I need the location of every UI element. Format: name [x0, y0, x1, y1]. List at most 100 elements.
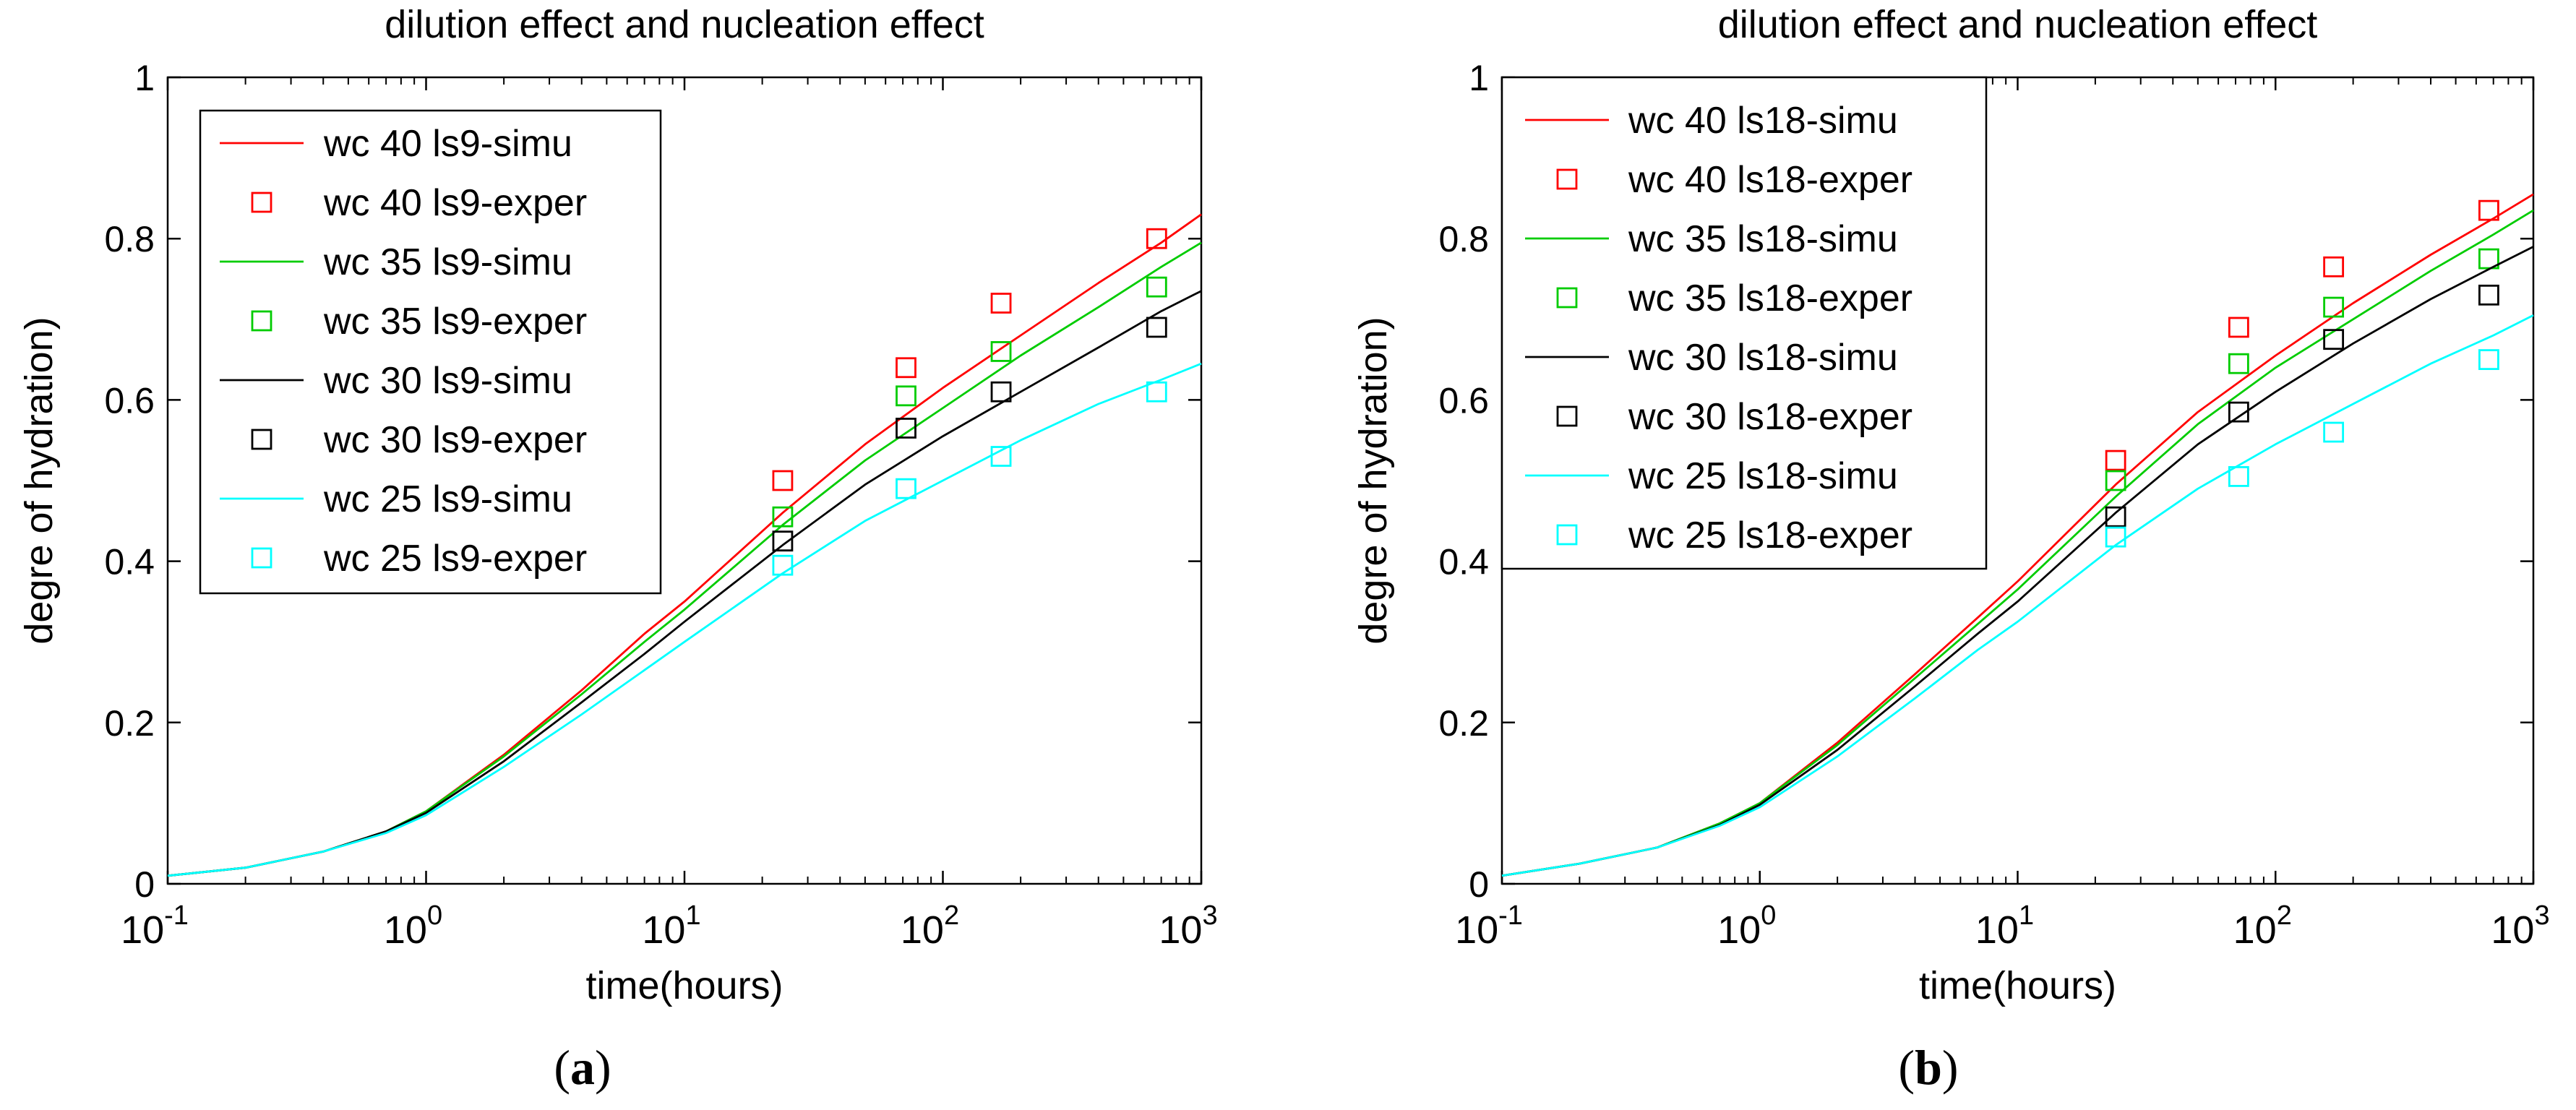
x-tick-label-base: 10 [2491, 908, 2534, 952]
x-tick-label-base: 10 [1159, 908, 1202, 952]
data-point-wc-40-ls18-exper [2323, 256, 2345, 278]
data-point-wc-40-ls18-exper [2478, 199, 2499, 221]
data-point-wc-35-ls18-exper [2323, 296, 2345, 318]
data-point-wc-30-ls18-exper [2478, 284, 2499, 306]
data-point-wc-35-ls9-exper [990, 341, 1012, 362]
x-tick-label: 102 [2233, 900, 2292, 952]
x-tick-label-exponent: -1 [1498, 900, 1523, 931]
x-tick-label: 10-1 [1455, 900, 1523, 952]
y-axis-label: degre of hydration) [1352, 317, 1395, 644]
data-point-wc-30-ls18-exper [2228, 401, 2249, 423]
legend-label: wc 40 ls18-simu [1628, 100, 1898, 142]
chart-title: dilution effect and nucleation effect [385, 3, 984, 46]
panel-label-paren: ( [1898, 1040, 1915, 1095]
legend-label: wc 30 ls9-simu [323, 360, 572, 402]
data-point-wc-35-ls18-exper [2228, 353, 2249, 374]
y-tick-label: 1 [134, 58, 155, 98]
legend-label: wc 25 ls9-exper [323, 538, 587, 580]
data-point-wc-30-ls9-exper [896, 418, 916, 439]
y-tick-label: 0.4 [1438, 542, 1489, 582]
x-tick-label-exponent: 2 [2277, 900, 2292, 931]
data-point-wc-35-ls9-exper [772, 506, 794, 528]
legend-label: wc 35 ls9-simu [323, 241, 572, 283]
y-tick-label: 0 [1469, 864, 1489, 905]
data-point-wc-30-ls18-exper [2323, 329, 2345, 350]
data-point-wc-30-ls9-exper [772, 530, 794, 552]
legend-label: wc 25 ls9-simu [323, 478, 572, 520]
x-tick-label: 101 [642, 900, 700, 952]
x-axis-label: time(hours) [1919, 964, 2116, 1007]
x-tick-label: 102 [901, 900, 959, 952]
y-tick-label: 0.8 [104, 219, 155, 259]
legend-box [199, 109, 662, 595]
panel-label-paren: ( [554, 1040, 570, 1095]
legend-label: wc 35 ls18-exper [1628, 278, 1912, 319]
legend-label: wc 35 ls9-exper [323, 301, 587, 343]
x-tick-label-exponent: 0 [1761, 900, 1776, 931]
x-tick-label: 100 [1717, 900, 1776, 952]
legend: wc 40 ls18-simu wc 40 ls18-exper wc 35 ls1… [1500, 76, 1988, 570]
legend-label: wc 40 ls9-exper [323, 182, 587, 224]
x-tick-label-exponent: 2 [944, 900, 959, 931]
data-point-wc-30-ls9-exper [1146, 317, 1167, 338]
data-point-wc-30-ls9-exper [990, 381, 1012, 403]
legend-box [1500, 76, 1988, 570]
data-point-wc-40-ls9-exper [1146, 228, 1167, 249]
x-tick-label-exponent: 1 [685, 900, 700, 931]
data-point-wc-25-ls18-exper [2323, 421, 2345, 443]
x-tick-label: 10-1 [121, 900, 189, 952]
panel-label: (a) [554, 1040, 611, 1095]
y-tick-label: 0 [134, 864, 155, 905]
x-tick-label-base: 10 [1455, 908, 1498, 952]
legend-label: wc 40 ls9-simu [323, 123, 572, 165]
legend-label: wc 30 ls18-simu [1628, 337, 1898, 379]
data-point-wc-40-ls18-exper [2228, 317, 2249, 338]
y-tick-label: 0.2 [104, 703, 155, 744]
legend: wc 40 ls9-simu wc 40 ls9-exper wc 35 ls9-s… [199, 109, 662, 595]
y-axis-label: degre of hydration) [17, 317, 61, 644]
y-tick-label: 0.8 [1438, 219, 1489, 259]
legend-label: wc 25 ls18-exper [1628, 515, 1912, 556]
legend-swatch-marker [1556, 405, 1578, 427]
y-tick-label: 1 [1469, 58, 1489, 98]
legend-label: wc 40 ls18-exper [1628, 159, 1912, 201]
chart-title: dilution effect and nucleation effect [1718, 3, 2318, 46]
legend-swatch-marker [251, 429, 272, 450]
data-point-wc-35-ls9-exper [896, 385, 916, 407]
data-point-wc-25-ls9-exper [990, 446, 1012, 467]
data-point-wc-40-ls9-exper [990, 293, 1012, 314]
x-tick-label-exponent: -1 [164, 900, 189, 931]
legend-label: wc 30 ls18-exper [1628, 396, 1912, 438]
x-axis-label: time(hours) [585, 964, 783, 1007]
data-point-wc-25-ls18-exper [2228, 466, 2249, 487]
x-tick-label: 103 [2491, 900, 2549, 952]
x-tick-label-base: 10 [384, 908, 427, 952]
x-tick-label-base: 10 [1717, 908, 1761, 952]
panel-label-paren: ) [1942, 1040, 1959, 1095]
x-tick-label: 101 [1975, 900, 2034, 952]
series-line-wc-25-ls18-simu [1501, 314, 2534, 877]
y-tick-label: 0.6 [104, 380, 155, 421]
x-tick-label-exponent: 3 [1202, 900, 1217, 931]
panel-label-letter: a [570, 1040, 595, 1095]
x-tick-label: 103 [1159, 900, 1217, 952]
data-point-wc-40-ls9-exper [896, 357, 916, 379]
panel-label-paren: ) [595, 1040, 611, 1095]
legend-label: wc 35 ls18-simu [1628, 218, 1898, 260]
data-point-wc-25-ls9-exper [1146, 381, 1167, 403]
data-point-wc-25-ls18-exper [2105, 526, 2126, 548]
data-point-wc-25-ls9-exper [896, 478, 916, 499]
legend-swatch-marker [251, 310, 272, 332]
x-tick-label: 100 [384, 900, 442, 952]
data-point-wc-35-ls18-exper [2105, 470, 2126, 491]
data-point-wc-25-ls18-exper [2478, 349, 2499, 371]
data-point-wc-25-ls9-exper [772, 554, 794, 576]
x-tick-label-exponent: 3 [2534, 900, 2549, 931]
legend-label: wc 30 ls9-exper [323, 419, 587, 461]
data-point-wc-40-ls18-exper [2105, 449, 2126, 471]
x-tick-label-base: 10 [642, 908, 685, 952]
legend-swatch-marker [251, 547, 272, 569]
